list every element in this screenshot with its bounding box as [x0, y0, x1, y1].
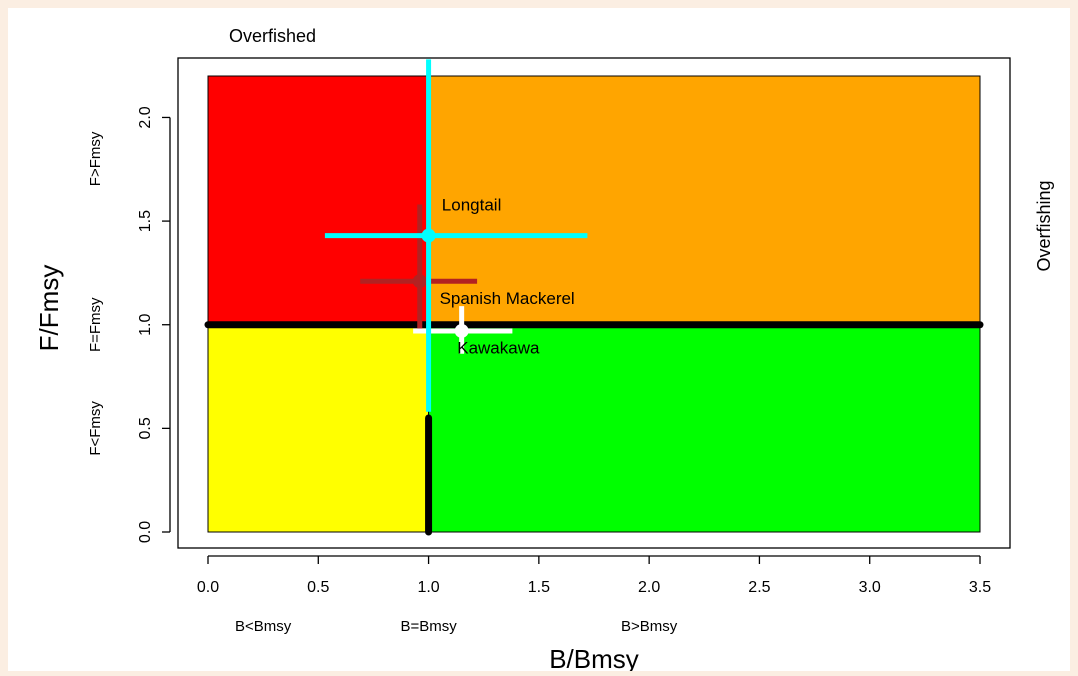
x-tick-label: 0.0 [197, 579, 219, 596]
y-tick-label: 1.0 [137, 314, 154, 336]
top-label: Overfished [229, 26, 316, 46]
x-tick-label: 3.5 [969, 579, 991, 596]
quadrant-red [207, 75, 430, 326]
x-tick-label: 2.0 [638, 579, 660, 596]
y-tick-label: 1.5 [137, 210, 154, 232]
y-axis-title: F/Fmsy [34, 265, 64, 352]
x-tick-label: 3.0 [859, 579, 881, 596]
y-tick-label: 2.0 [137, 106, 154, 128]
plot-frame [177, 57, 1011, 549]
y-tick-label: 0.5 [137, 417, 154, 439]
x-zone-label: B>Bmsy [621, 618, 678, 635]
y-zone-label: F=Fmsy [87, 297, 104, 352]
x-tick-label: 1.0 [417, 579, 439, 596]
x-zone-label: B=Bmsy [400, 618, 457, 635]
spanish-mackerel-label: Spanish Mackerel [440, 289, 575, 308]
x-tick-label: 2.5 [748, 579, 770, 596]
quadrant-green [428, 324, 981, 533]
x-tick-label: 1.5 [528, 579, 550, 596]
y-zone-label: F>Fmsy [87, 131, 104, 186]
x-zone-label: B<Bmsy [235, 618, 292, 635]
y-tick-label: 0.0 [137, 521, 154, 543]
longtail-label: Longtail [442, 196, 502, 215]
kawakawa-label: Kawakawa [457, 339, 540, 358]
y-zone-label: F<Fmsy [87, 401, 104, 456]
quadrant-orange [428, 75, 981, 326]
x-axis-title: B/Bmsy [549, 644, 639, 671]
kobe-plot: Spanish Mackerel Kawakawa Longtail 0.0 0.5 1… [34, 26, 1054, 674]
quadrant-yellow [207, 324, 430, 533]
x-tick-label: 0.5 [307, 579, 329, 596]
chart-area: Spanish Mackerel Kawakawa Longtail 0.0 0.5 1… [8, 8, 1070, 674]
spanish-mackerel-point [412, 274, 427, 289]
right-label: Overfishing [1034, 180, 1054, 271]
longtail-point [421, 228, 436, 243]
kawakawa-point [454, 323, 469, 338]
